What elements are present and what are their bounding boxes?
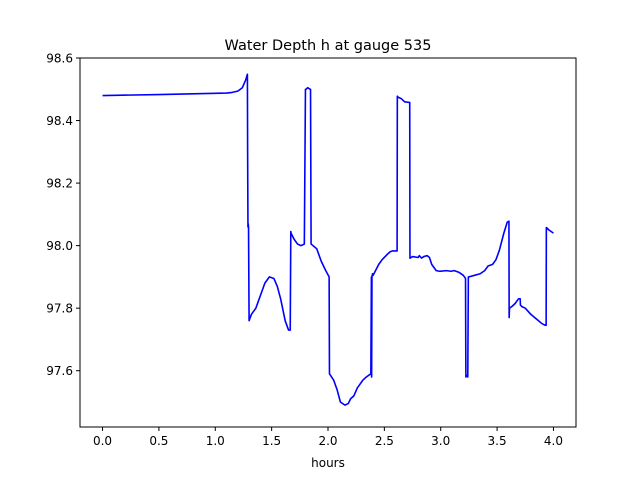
x-tick-label: 4.0 [544, 434, 563, 448]
x-tick-label: 3.0 [431, 434, 450, 448]
y-tick-label: 98.6 [46, 52, 73, 66]
x-tick-label: 0.5 [149, 434, 168, 448]
x-tick-label: 3.5 [488, 434, 507, 448]
chart-title: Water Depth h at gauge 535 [225, 38, 432, 54]
x-tick-label: 1.0 [206, 434, 225, 448]
series-lines [102, 73, 554, 406]
water-depth-line [102, 73, 554, 406]
plot-frame [79, 57, 577, 428]
y-tick-label: 98.4 [46, 114, 73, 128]
y-tick-label: 98.0 [46, 239, 73, 253]
plot-area [80, 58, 576, 427]
x-tick-label: 0.0 [93, 434, 112, 448]
x-tick-label: 2.5 [375, 434, 394, 448]
x-tick-label: 1.5 [262, 434, 281, 448]
x-tick-label: 2.0 [318, 434, 337, 448]
x-axis-label: hours [311, 456, 345, 470]
y-axis: 97.6 97.8 98.0 98.2 98.4 98.6 [46, 52, 80, 378]
y-tick-label: 97.6 [46, 364, 73, 378]
x-axis: 0.0 0.5 1.0 1.5 2.0 2.5 3.0 3.5 4.0 [93, 427, 563, 448]
y-tick-label: 98.2 [46, 177, 73, 191]
y-tick-label: 97.8 [46, 302, 73, 316]
